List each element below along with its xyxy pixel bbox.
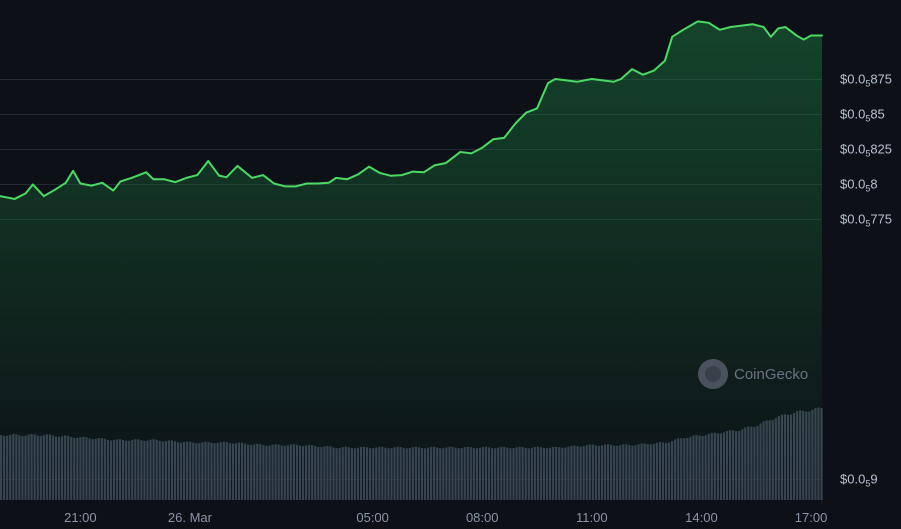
y-tick-label: $0.05775: [840, 212, 892, 229]
price-area-fill: [0, 21, 822, 501]
y-tick-label: $0.05875: [840, 72, 892, 89]
x-tick-label: 21:00: [64, 510, 97, 525]
y-tick-label: $0.0585: [840, 107, 885, 124]
x-tick-label: 11:00: [576, 510, 608, 525]
x-axis-labels: 21:00 26. Mar 05:00 08:00 11:00 14:00 17:00: [64, 510, 827, 525]
y-tick-label: $0.059: [840, 472, 878, 489]
coingecko-logo-inner-icon: [705, 366, 721, 382]
y-tick-label: $0.05825: [840, 142, 892, 159]
y-tick-label: $0.058: [840, 177, 878, 194]
x-tick-label: 14:00: [685, 510, 718, 525]
price-series-line: [0, 20, 823, 200]
x-tick-label: 08:00: [466, 510, 499, 525]
price-line: [0, 20, 823, 200]
x-tick-label: 26. Mar: [168, 510, 213, 525]
y-axis-labels: $0.059 $0.05875 $0.0585 $0.05825 $0.058 $0.05…: [840, 72, 892, 489]
coingecko-watermark: CoinGecko: [698, 359, 808, 389]
price-area: [0, 21, 822, 501]
x-tick-label: 05:00: [356, 510, 389, 525]
x-tick-label: 17:00: [795, 510, 828, 525]
watermark-text: CoinGecko: [734, 366, 808, 383]
